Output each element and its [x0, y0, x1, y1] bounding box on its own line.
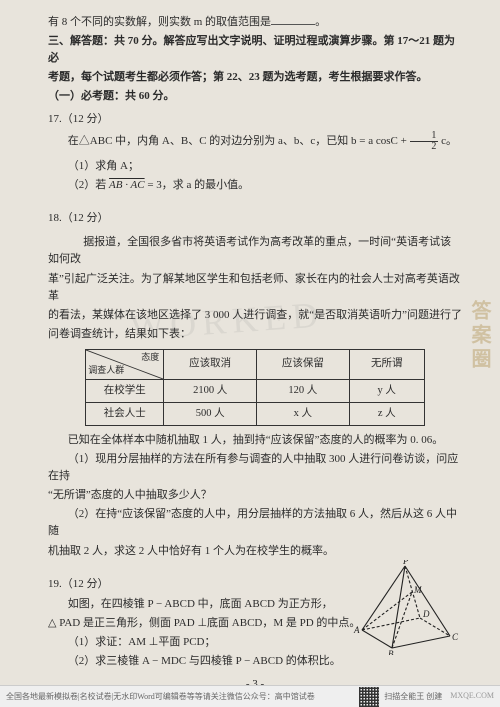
section-heading-a: 三、解答题：共 70 分。解答应写出文字说明、证明过程或演算步骤。第 17～21…	[48, 33, 462, 67]
prev-question-tail: 有 8 个不同的实数解，则实数 m 的取值范围是。	[48, 14, 462, 31]
q18-p6a: （1）现用分层抽样的方法在所有参与调查的人中抽取 300 人进行问卷访谈，问应在…	[48, 451, 462, 485]
site-url: MXQE.COM	[450, 691, 494, 700]
qr-icon	[359, 687, 379, 707]
q18-p5: 已知在全体样本中随机抽取 1 人，抽到持“应该保留”态度的人的概率为 0. 06…	[48, 432, 462, 449]
section-heading-b: 考题，每个试题考生都必须作答；第 22、23 题为选考题，考生根据要求作答。	[48, 69, 462, 86]
pyramid-label-a: A	[353, 625, 360, 635]
q17-sub1: （1）求角 A；	[48, 158, 462, 175]
pyramid-label-m: M	[413, 585, 422, 595]
pyramid-label-p: P	[402, 560, 409, 566]
pyramid-label-d: D	[422, 609, 430, 619]
q17-sub2: （2）若 AB · AC = 3，求 a 的最小值。	[48, 177, 462, 194]
q17-body: 在△ABC 中，内角 A、B、C 的对边分别为 a、b、c，已知 b = a c…	[48, 131, 462, 152]
pyramid-label-c: C	[452, 632, 459, 642]
q18-p7b: 机抽取 2 人，求这 2 人中恰好有 1 个人为在校学生的概率。	[48, 543, 462, 560]
footer-left-text: 全国各地最新模拟卷|名校试卷|无水印Word可编辑卷等等请关注微信公众号：高中馆…	[6, 691, 315, 702]
q18-p3: 的看法，某媒体在该地区选择了 3 000 人进行调查，就“是否取消英语听力”问题…	[48, 307, 462, 324]
q18-p4: 问卷调查统计，结果如下表：	[48, 326, 462, 343]
pyramid-diagram: P A B C D M	[350, 560, 460, 655]
blank-underline	[271, 15, 315, 25]
side-stamp: 答案圈	[465, 300, 494, 372]
q18-p6b: “无所谓”态度的人中抽取多少人？	[48, 487, 462, 504]
q17-number: 17.（12 分）	[48, 111, 462, 128]
col-header-neutral: 无所谓	[349, 349, 424, 379]
fraction-half: 12	[410, 131, 439, 152]
table-diagonal-header: 态度 调查人群	[86, 349, 164, 379]
survey-table: 态度 调查人群 应该取消 应该保留 无所谓 在校学生 2100 人 120 人 …	[85, 349, 424, 427]
vector-ab-ac: AB · AC	[109, 179, 145, 191]
table-row: 在校学生 2100 人 120 人 y 人	[86, 379, 424, 402]
q19-sub2: （2）求三棱锥 A − MDC 与四棱锥 P − ABCD 的体积比。	[48, 653, 462, 670]
col-header-cancel: 应该取消	[164, 349, 257, 379]
section-heading-c: （一）必考题：共 60 分。	[48, 88, 462, 105]
q18-p2: 革”引起广泛关注。为了解某地区学生和包括老师、家长在内的社会人士对高考英语改革	[48, 271, 462, 305]
footer-right: 扫描全能王 创建 MXQE.COM	[359, 687, 494, 707]
q18-p7a: （2）在持“应该保留”态度的人中，用分层抽样的方法抽取 6 人，然后从这 6 人…	[48, 506, 462, 540]
footer-strip: 全国各地最新模拟卷|名校试卷|无水印Word可编辑卷等等请关注微信公众号：高中馆…	[0, 685, 500, 707]
col-header-keep: 应该保留	[256, 349, 349, 379]
table-row: 社会人士 500 人 x 人 z 人	[86, 402, 424, 425]
q18-p1: 据报道，全国很多省市将英语考试作为高考改革的重点，一时间“英语考试该如何改	[48, 234, 462, 268]
pyramid-label-b: B	[388, 649, 394, 655]
q18-number: 18.（12 分）	[48, 210, 462, 227]
